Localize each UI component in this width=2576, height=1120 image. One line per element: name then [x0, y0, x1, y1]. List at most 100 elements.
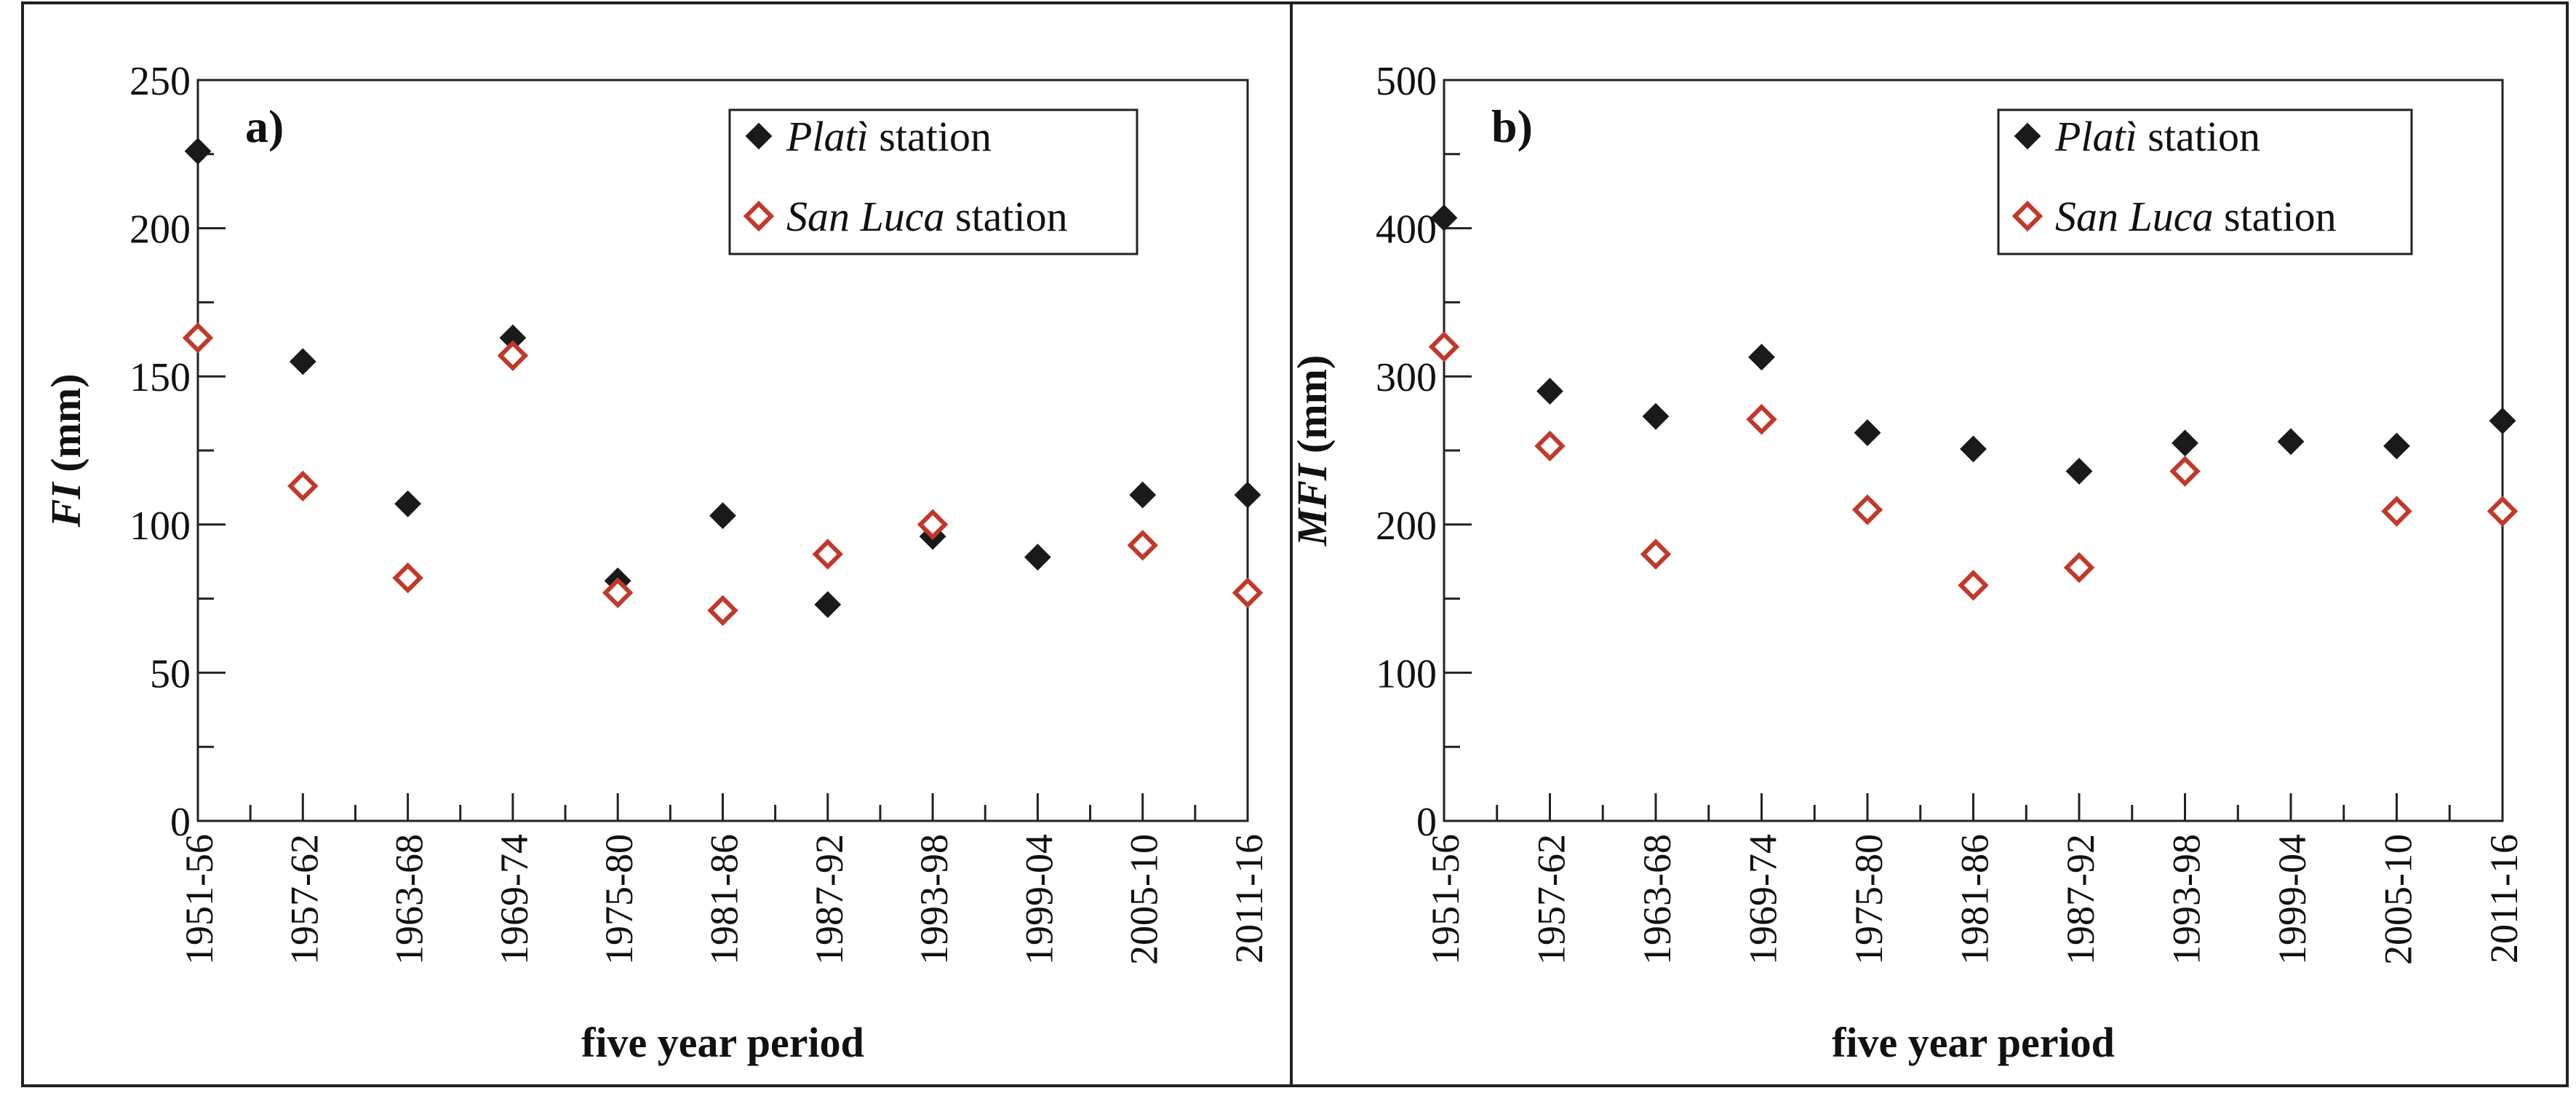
legend-label-italic: San Luca — [786, 193, 945, 240]
legend-label-plati: Platì station — [2054, 113, 2260, 160]
data-point-plati — [1430, 204, 1458, 231]
data-point-plati — [1024, 544, 1051, 571]
data-point-san-luca — [707, 595, 738, 627]
y-tick-label: 100 — [129, 504, 191, 549]
x-tick-label: 2005-10 — [1122, 834, 1166, 965]
data-point-san-luca — [2381, 496, 2412, 527]
legend-box — [1997, 108, 2413, 255]
data-point-plati — [2489, 407, 2516, 434]
data-point-san-luca — [1534, 430, 1566, 462]
x-tick-label: 2011-16 — [1227, 834, 1271, 964]
figure-border — [21, 1, 2569, 1087]
data-point-san-luca — [1232, 577, 1264, 608]
data-point-san-luca — [1428, 331, 1460, 362]
data-point-plati — [814, 591, 842, 619]
x-tick-label: 1975-80 — [597, 834, 641, 965]
panel-a: 0 50 100 150 200 250 1951-56 1957-62 1963-68 1969… — [42, 59, 1271, 1066]
legend-label-italic: Platì — [786, 113, 869, 160]
x-tick-label: 1957-62 — [1530, 834, 1574, 965]
data-point-san-luca — [1851, 494, 1883, 525]
data-point-san-luca — [812, 539, 844, 570]
data-point-san-luca — [287, 470, 319, 502]
legend-label-suffix: station — [945, 193, 1068, 240]
data-point-san-luca — [1746, 404, 1777, 435]
legend-marker-san-luca — [2011, 200, 2043, 232]
data-point-plati — [184, 138, 212, 165]
data-point-plati — [289, 348, 316, 376]
x-tick-label: 1993-98 — [912, 834, 956, 965]
data-point-san-luca — [2169, 456, 2201, 487]
x-tick-label: 2005-10 — [2377, 834, 2420, 965]
x-tick-label: 2011-16 — [2482, 834, 2526, 964]
x-axis-title: five year period — [1832, 1019, 2115, 1066]
data-point-plati — [1854, 419, 1881, 446]
data-point-san-luca — [602, 577, 634, 608]
y-tick-label: 150 — [129, 355, 191, 400]
x-tick-label: 1987-92 — [808, 834, 851, 965]
x-tick-label: 1951-56 — [178, 834, 221, 965]
data-point-plati — [1642, 402, 1670, 430]
x-tick-label: 1951-56 — [1424, 834, 1467, 965]
y-axis-unit: (mm) — [1288, 355, 1336, 464]
data-point-plati — [1536, 378, 1563, 405]
x-tick-label: 1969-74 — [1742, 834, 1785, 965]
y-tick-label: 200 — [1376, 504, 1437, 549]
x-tick-label: 1957-62 — [282, 834, 326, 965]
y-axis-variable: MFI — [1288, 462, 1336, 547]
x-tick-label: 1981-86 — [703, 834, 746, 965]
x-tick-label: 1963-68 — [1635, 834, 1679, 965]
data-point-san-luca — [182, 322, 214, 354]
y-tick-label: 100 — [1376, 651, 1437, 696]
x-tick-label: 1999-04 — [2270, 834, 2314, 965]
legend-label-plati: Platì station — [786, 113, 992, 160]
data-point-san-luca — [2487, 496, 2519, 527]
legend-label-san-luca: San Luca station — [2055, 193, 2337, 240]
y-axis-title: MFI (mm) — [1288, 355, 1336, 547]
x-tick-label: 1999-04 — [1017, 834, 1061, 965]
y-axis-unit: (mm) — [42, 373, 89, 482]
data-point-san-luca — [1958, 570, 1989, 601]
x-tick-label: 1975-80 — [1847, 834, 1891, 965]
y-tick-label: 500 — [1376, 59, 1437, 104]
data-point-san-luca — [497, 340, 529, 371]
legend-label-italic: San Luca — [2055, 193, 2214, 240]
y-axis-title: FI (mm) — [42, 373, 89, 528]
data-point-san-luca — [917, 509, 949, 541]
x-tick-label: 1993-98 — [2165, 834, 2209, 965]
data-point-plati — [2172, 429, 2198, 457]
data-point-plati — [1234, 481, 1261, 509]
data-point-san-luca — [392, 562, 423, 594]
y-tick-label: 400 — [1376, 207, 1437, 253]
x-tick-label: 1981-86 — [1953, 834, 1997, 965]
data-point-plati — [2383, 432, 2410, 460]
data-point-plati — [1960, 435, 1987, 463]
legend-label-italic: Platì — [2054, 113, 2137, 160]
legend-label-san-luca: San Luca station — [786, 193, 1068, 240]
legend-box — [728, 108, 1139, 255]
data-point-plati — [2065, 458, 2093, 485]
y-tick-label: 300 — [1376, 355, 1437, 400]
y-tick-label: 0 — [170, 800, 191, 845]
panel-label: a) — [245, 100, 284, 152]
legend-marker-san-luca — [743, 200, 775, 232]
data-point-san-luca — [2063, 552, 2095, 584]
data-point-san-luca — [1127, 530, 1158, 561]
y-axis-variable: FI — [42, 481, 89, 528]
y-tick-label: 200 — [129, 207, 191, 253]
data-point-plati — [1748, 343, 1775, 371]
panel-b: 0 100 200 300 400 500 1951-56 1957-62 1963-68 196… — [1288, 59, 2526, 1066]
data-point-plati — [709, 502, 736, 529]
legend-label-suffix: station — [869, 113, 992, 160]
data-point-san-luca — [1640, 539, 1672, 570]
data-point-plati — [2277, 428, 2305, 456]
x-axis-title: five year period — [581, 1019, 864, 1066]
y-tick-label: 250 — [129, 59, 191, 104]
legend-marker-plati — [745, 122, 773, 150]
panel-label: b) — [1491, 100, 1533, 152]
x-tick-label: 1963-68 — [388, 834, 431, 965]
y-tick-label: 50 — [150, 651, 191, 696]
x-tick-label: 1987-92 — [2059, 834, 2102, 965]
legend-marker-plati — [2014, 122, 2041, 150]
legend-label-suffix: station — [2137, 113, 2260, 160]
